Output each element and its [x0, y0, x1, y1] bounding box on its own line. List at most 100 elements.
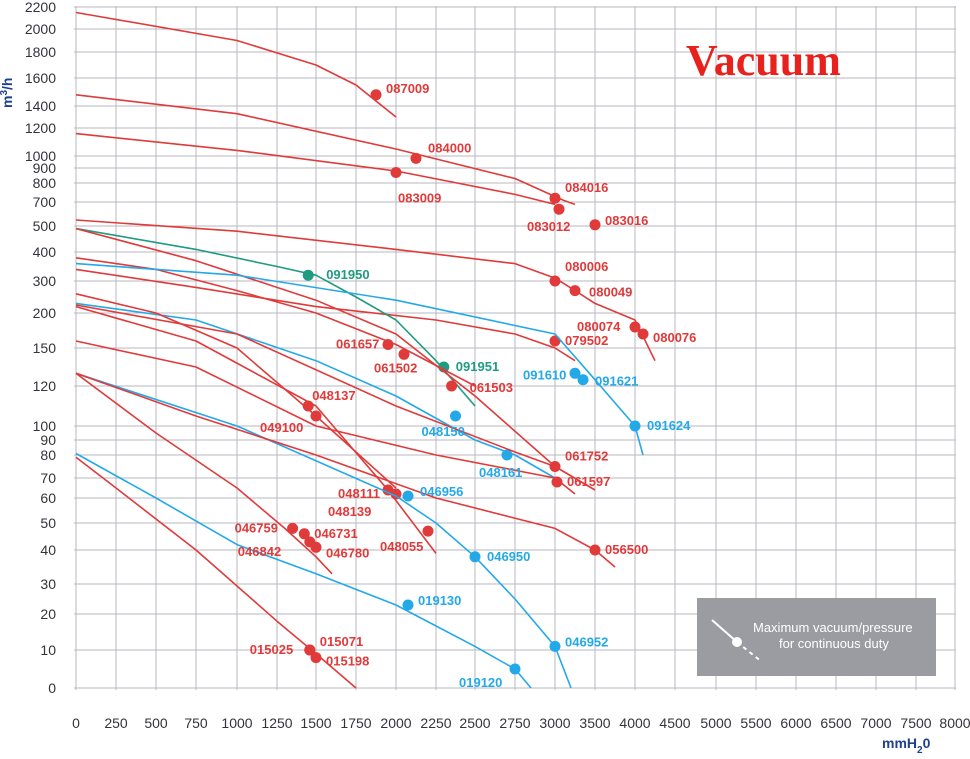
- marker-019120: [509, 663, 521, 675]
- x-tick-label: 4500: [659, 715, 690, 731]
- marker-080074: [629, 321, 641, 333]
- label-046950: 046950: [487, 549, 530, 564]
- marker-046950: [469, 551, 481, 563]
- y-axis-label: m3/h: [0, 78, 15, 108]
- label-048150: 048150: [422, 424, 465, 439]
- marker-083009: [390, 167, 402, 178]
- x-tick-label: 750: [184, 715, 208, 731]
- marker-079502: [549, 335, 561, 347]
- x-tick-label: 6000: [780, 715, 811, 731]
- x-tick-label: 2000: [380, 715, 411, 731]
- x-tick-label: 7000: [860, 715, 891, 731]
- label-080074: 080074: [577, 319, 621, 334]
- marker-061503: [446, 380, 458, 392]
- y-axis-label-tail: /h: [0, 78, 15, 90]
- label-080076: 080076: [653, 330, 696, 345]
- label-083012: 083012: [527, 219, 570, 234]
- label-084016: 084016: [565, 180, 608, 195]
- y-tick-label: 1600: [25, 70, 56, 86]
- label-056500: 056500: [605, 542, 648, 557]
- label-015025: 015025: [250, 642, 293, 657]
- marker-061752: [549, 461, 561, 472]
- x-axis-label-tail: 0: [923, 735, 931, 751]
- x-tick-label: 6500: [820, 715, 851, 731]
- marker-084016: [549, 192, 561, 204]
- y-tick-label: 90: [40, 432, 56, 448]
- y-tick-label: 1000: [25, 148, 56, 164]
- y-tick-label: 2000: [25, 21, 56, 37]
- marker-083012: [553, 203, 565, 215]
- label-015198: 015198: [326, 654, 369, 669]
- marker-091621: [577, 374, 589, 386]
- y-tick-label: 1800: [25, 44, 56, 60]
- x-tick-label: 1500: [300, 715, 331, 731]
- label-046952: 046952: [565, 634, 608, 649]
- label-046759: 046759: [235, 520, 278, 535]
- marker-091624: [629, 420, 641, 432]
- curve-061752: [75, 304, 596, 491]
- legend-background: [697, 598, 936, 676]
- marker-080076: [637, 328, 649, 340]
- label-080006: 080006: [565, 259, 608, 274]
- label-087009: 087009: [386, 81, 429, 96]
- curve-015071: [75, 456, 357, 689]
- x-tick-label: 3000: [539, 715, 570, 731]
- x-tick-label: 2500: [459, 715, 490, 731]
- y-tick-label: 700: [33, 194, 57, 210]
- curve-087009: [75, 11, 397, 118]
- label-061752: 061752: [565, 449, 608, 464]
- label-046731: 046731: [314, 526, 357, 541]
- label-079502: 079502: [565, 333, 608, 348]
- label-048137: 048137: [312, 388, 355, 403]
- curve-061657: [75, 257, 476, 387]
- y-tick-label: 800: [33, 175, 57, 191]
- x-tick-label: 250: [104, 715, 128, 731]
- legend-box: Maximum vacuum/pressure for continuous d…: [697, 598, 936, 676]
- x-tick-label: 4000: [619, 715, 650, 731]
- marker-056500: [589, 544, 601, 556]
- marker-083016: [589, 219, 601, 231]
- marker-061502: [398, 348, 410, 360]
- y-tick-label: 400: [33, 244, 57, 260]
- label-019120: 019120: [459, 675, 502, 690]
- marker-015198: [310, 652, 322, 664]
- marker-091610: [569, 367, 581, 379]
- y-tick-label: 80: [40, 447, 56, 463]
- x-tick-label: 2250: [420, 715, 451, 731]
- y-tick-label: 900: [33, 160, 57, 176]
- x-tick-label: 3500: [579, 715, 610, 731]
- y-tick-label: 20: [40, 606, 56, 622]
- marker-048139: [390, 488, 402, 500]
- x-tick-label: 1750: [340, 715, 371, 731]
- label-091621: 091621: [595, 374, 638, 389]
- label-048139: 048139: [328, 504, 371, 519]
- curve-084000: [75, 94, 576, 206]
- curve-048111: [75, 305, 437, 554]
- label-049100: 049100: [260, 420, 303, 435]
- marker-061657: [382, 339, 394, 350]
- y-tick-label: 120: [33, 378, 57, 394]
- y-tick-label: 1400: [25, 98, 56, 114]
- curve-061503: [75, 227, 556, 468]
- label-083016: 083016: [605, 213, 648, 228]
- label-048111: 048111: [338, 486, 380, 501]
- label-091951: 091951: [456, 359, 499, 374]
- x-tick-label: 8000: [939, 715, 970, 731]
- marker-046731: [298, 528, 310, 540]
- label-048161: 048161: [479, 465, 522, 480]
- marker-046759: [287, 522, 299, 534]
- x-tick-label: 5000: [700, 715, 731, 731]
- series-labels: 087009 084000 083009 084016 083012 083016 0800…: [235, 81, 697, 690]
- y-tick-label: 0: [48, 680, 56, 696]
- legend-line-icon: [711, 619, 738, 643]
- label-046842: 046842: [238, 544, 281, 559]
- y-tick-label: 100: [33, 418, 57, 434]
- y-tick-label: 2200: [25, 0, 56, 15]
- curve-046759: [75, 372, 333, 575]
- x-tick-label: 7500: [900, 715, 931, 731]
- label-091610: 091610: [523, 367, 566, 382]
- label-048055: 048055: [380, 539, 423, 554]
- label-061502: 061502: [374, 360, 417, 375]
- legend-dash-icon: [736, 641, 763, 663]
- curve-079502: [75, 268, 576, 362]
